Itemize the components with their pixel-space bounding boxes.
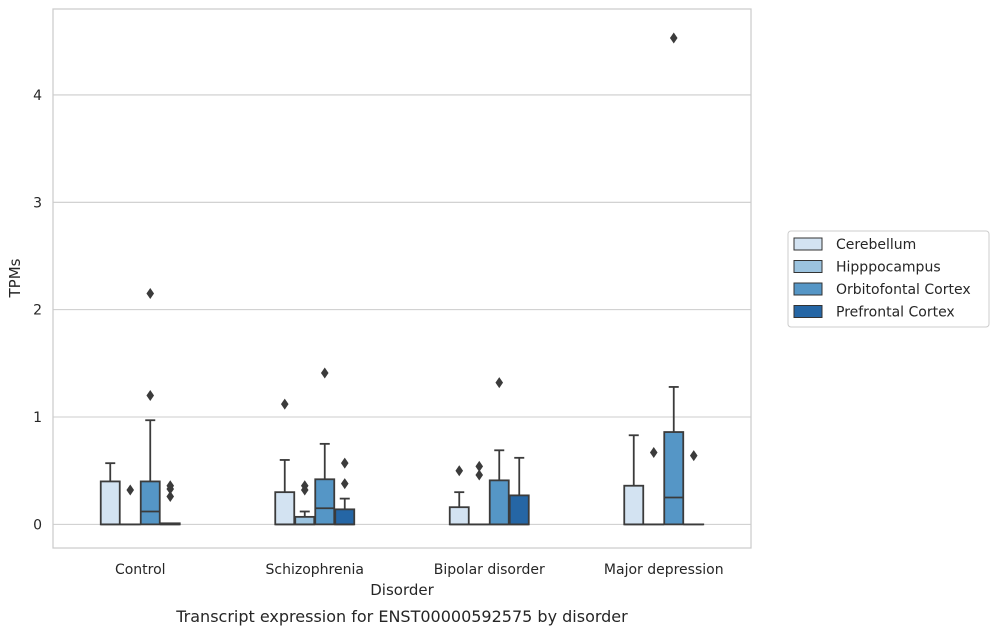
outlier-point xyxy=(126,484,135,496)
outlier-point xyxy=(166,490,175,502)
box-1-1 xyxy=(294,480,316,526)
box-3-1 xyxy=(334,457,356,526)
y-tick-label: 0 xyxy=(33,517,42,533)
box-3-2 xyxy=(508,456,530,526)
box-3-3 xyxy=(683,450,705,526)
outlier-point xyxy=(669,32,678,44)
outlier-point xyxy=(320,367,329,379)
outlier-point xyxy=(146,390,155,402)
legend-label: Cerebellum xyxy=(836,237,916,253)
outlier-point xyxy=(166,480,175,492)
grid-layer xyxy=(53,94,751,525)
box-3-0 xyxy=(159,480,181,526)
y-tick-label: 3 xyxy=(33,195,42,211)
outlier-point xyxy=(475,460,484,472)
outlier-point xyxy=(280,398,289,410)
box-body xyxy=(663,431,685,526)
y-tick-label: 4 xyxy=(33,88,42,104)
y-axis-label: TPMs xyxy=(6,258,24,298)
box-0-2 xyxy=(448,465,470,526)
x-tick-label: Bipolar disorder xyxy=(434,562,545,578)
box-body xyxy=(294,515,316,526)
box-body xyxy=(139,480,161,526)
box-body xyxy=(508,494,530,526)
x-tick-label: Schizophrenia xyxy=(266,562,364,578)
outlier-point xyxy=(475,469,484,481)
y-tick-label: 1 xyxy=(33,410,42,426)
box-body xyxy=(314,478,336,526)
y-tick-labels: 0 1 2 3 4 xyxy=(33,88,42,533)
legend-label: Prefrontal Cortex xyxy=(836,305,955,321)
outlier-point xyxy=(455,465,464,477)
box-body xyxy=(488,479,510,526)
box-body xyxy=(334,508,356,526)
legend-items: Cerebellum Hipppocampus Orbitofontal Corte… xyxy=(793,237,971,321)
outlier-point xyxy=(300,480,309,492)
legend-label: Hipppocampus xyxy=(836,260,941,276)
box-2-1 xyxy=(314,367,336,526)
y-tick-label: 2 xyxy=(33,303,42,319)
legend: Cerebellum Hipppocampus Orbitofontal Corte… xyxy=(787,230,990,328)
box-body xyxy=(623,484,645,526)
box-0-3 xyxy=(623,434,645,526)
outlier-point xyxy=(649,446,658,458)
box-2-2 xyxy=(488,377,510,526)
legend-swatch xyxy=(793,305,823,318)
legend-label: Orbitofontal Cortex xyxy=(836,282,971,298)
outlier-point xyxy=(146,288,155,300)
box-0-0 xyxy=(99,462,121,526)
legend-swatch xyxy=(793,260,823,273)
outlier-point xyxy=(689,450,698,462)
plot-frame xyxy=(52,8,752,549)
x-axis-label: Disorder xyxy=(370,581,434,599)
box-2-3 xyxy=(663,32,685,526)
legend-frame xyxy=(787,230,990,328)
box-1-0 xyxy=(119,484,141,526)
box-layer xyxy=(99,32,705,526)
outlier-point xyxy=(495,377,504,389)
x-tick-label: Major depression xyxy=(604,562,724,578)
chart-caption: Transcript expression for ENST0000059257… xyxy=(175,607,628,626)
legend-swatch xyxy=(793,282,823,296)
outlier-point xyxy=(340,457,349,469)
x-tick-label: Control xyxy=(115,562,166,578)
outlier-point xyxy=(340,478,349,490)
box-body xyxy=(448,506,470,526)
x-tick-labels: Control Schizophrenia Bipolar disorder Majo… xyxy=(115,562,724,578)
box-0-1 xyxy=(274,398,296,526)
box-1-2 xyxy=(468,460,490,526)
box-1-3 xyxy=(643,446,665,526)
box-body xyxy=(99,480,121,526)
box-2-0 xyxy=(139,288,161,526)
box-body xyxy=(274,491,296,526)
legend-swatch xyxy=(793,237,823,251)
